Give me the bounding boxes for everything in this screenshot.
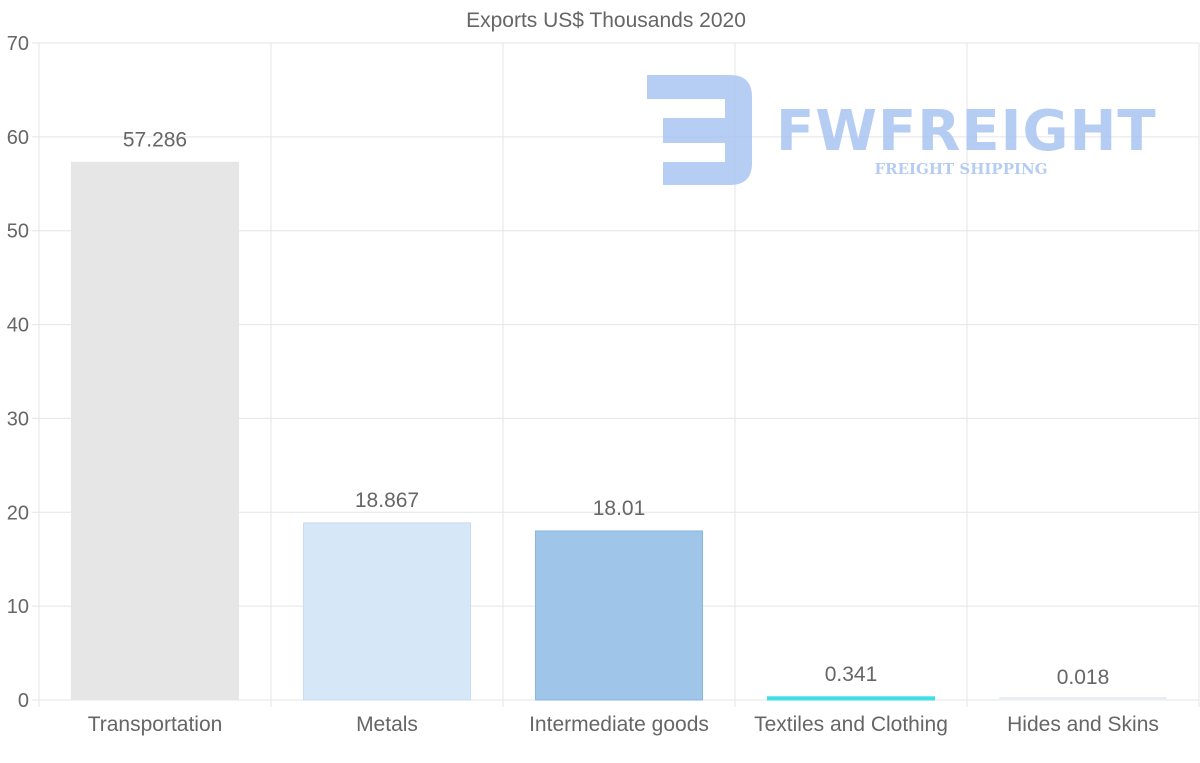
y-tick-label: 30	[7, 408, 29, 430]
y-tick-label: 50	[7, 221, 29, 243]
bars-layer	[70, 161, 1168, 701]
bar-baseline-mark	[999, 697, 1167, 700]
y-tick-label: 10	[7, 596, 29, 618]
x-category-label: Metals	[356, 713, 418, 736]
bar-value-label: 18.867	[355, 489, 419, 512]
fwfreight-logo-icon	[647, 75, 752, 185]
watermark-logo: FWFREIGHT FREIGHT SHIPPING	[647, 75, 1157, 185]
bar	[302, 522, 472, 701]
watermark-tagline: FREIGHT SHIPPING	[874, 160, 1047, 178]
y-tick-label: 40	[7, 315, 29, 337]
labels-layer: 0 10 20 30 40 50 60 70 57.286 Transportation 18.86…	[7, 33, 1159, 736]
y-tick-label: 20	[7, 502, 29, 524]
x-category-label: Transportation	[88, 713, 223, 736]
x-category-label: Textiles and Clothing	[754, 713, 948, 736]
x-category-label: Hides and Skins	[1007, 713, 1159, 736]
bar	[534, 530, 704, 701]
bar	[70, 161, 240, 701]
bar-value-label: 57.286	[123, 128, 187, 151]
y-tick-label: 0	[18, 690, 29, 712]
chart-title: Exports US$ Thousands 2020	[466, 9, 746, 32]
bar-value-label: 0.341	[825, 663, 878, 686]
bar-value-label: 18.01	[593, 497, 646, 520]
bar-baseline-mark	[767, 697, 935, 700]
watermark-brand: FWFREIGHT	[776, 99, 1157, 164]
bar-value-label: 0.018	[1057, 666, 1110, 689]
y-tick-label: 60	[7, 127, 29, 149]
x-category-label: Intermediate goods	[529, 713, 709, 736]
y-tick-label: 70	[7, 33, 29, 55]
